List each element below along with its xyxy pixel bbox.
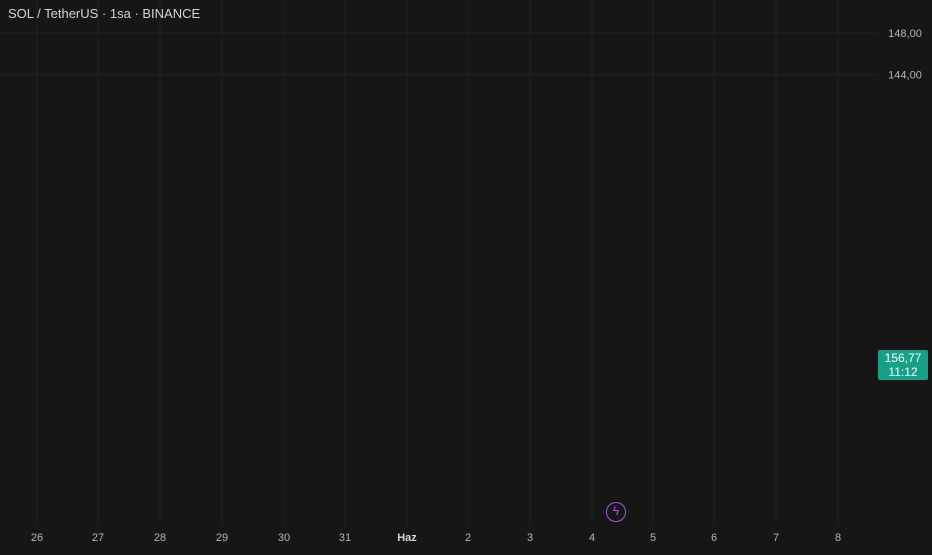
x-tick-label: 3 (527, 532, 533, 544)
current-price-badge: 156,77 11:12 (878, 350, 928, 380)
x-tick-label: 30 (278, 532, 290, 544)
x-tick-label: 7 (773, 532, 779, 544)
x-tick-label: 8 (835, 532, 841, 544)
bar-countdown-label: 11:12 (888, 365, 918, 379)
x-tick-label: 31 (339, 532, 351, 544)
current-price-label: 156,77 (884, 351, 922, 365)
x-tick-label: 26 (31, 532, 43, 544)
x-tick-label: 5 (650, 532, 656, 544)
time-axis[interactable]: 26 27 28 29 30 31 Haz 2 3 4 5 6 7 8 (31, 532, 841, 544)
symbol-title[interactable]: SOL / TetherUS · 1sa · BINANCE (8, 6, 201, 21)
price-axis[interactable]: 188,00184,00180,00176,00172,00168,00164,… (888, 0, 922, 82)
x-tick-label: 29 (216, 532, 228, 544)
lightning-icon[interactable]: ϟ (606, 502, 626, 522)
x-tick-label: Haz (397, 532, 417, 544)
grid-lines (0, 0, 878, 525)
x-tick-label: 6 (711, 532, 717, 544)
x-tick-label: 2 (465, 532, 471, 544)
x-tick-label: 27 (92, 532, 104, 544)
x-tick-label: 4 (589, 532, 595, 544)
y-tick-label: 148,00 (888, 28, 922, 40)
y-tick-label: 144,00 (888, 70, 922, 82)
x-tick-label: 28 (154, 532, 166, 544)
